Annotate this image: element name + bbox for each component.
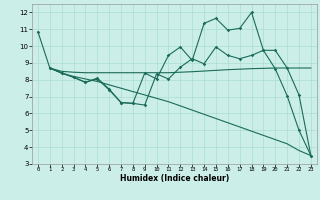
X-axis label: Humidex (Indice chaleur): Humidex (Indice chaleur) <box>120 174 229 183</box>
